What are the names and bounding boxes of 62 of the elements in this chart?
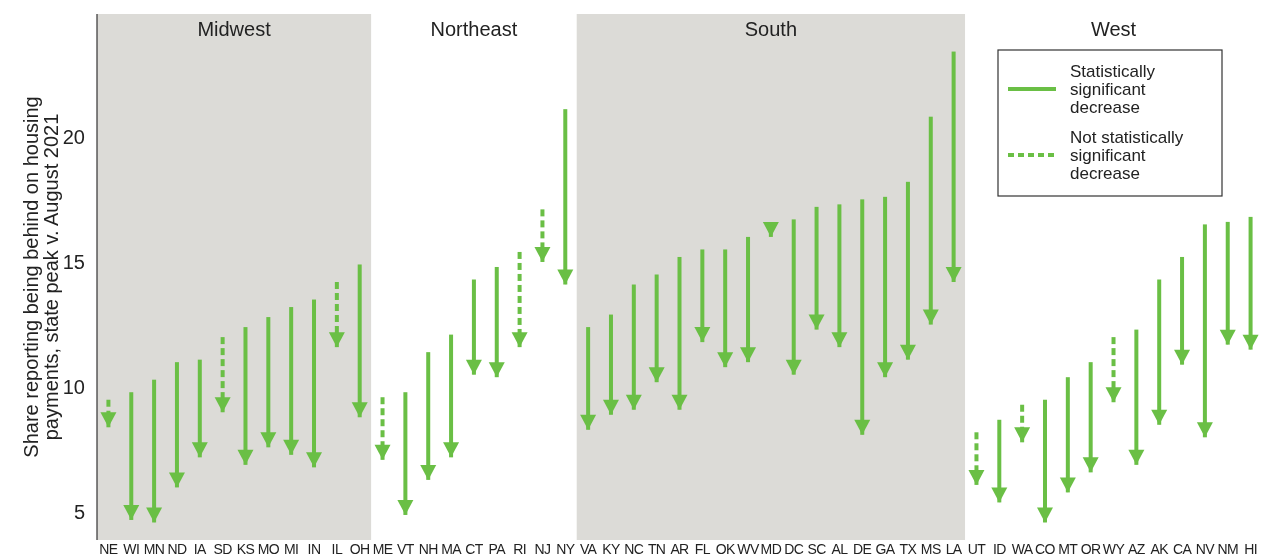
x-tick-label: KS — [236, 541, 255, 556]
x-tick-label: OK — [715, 541, 736, 556]
y-axis-title: Share reporting being behind on housing payments, state peak v. August 2021 — [20, 96, 62, 458]
legend-label: Not statistically significant decrease — [1070, 128, 1184, 183]
y-tick-label: 10 — [62, 376, 85, 399]
y-tick-label: 5 — [73, 501, 85, 524]
legend-label: Statistically significant decrease — [1070, 62, 1156, 117]
x-tick-label: MN — [143, 541, 165, 556]
band-label: South — [744, 18, 798, 40]
x-tick-label: PA — [488, 541, 507, 556]
x-tick-label: WA — [1011, 541, 1034, 556]
x-tick-label: TX — [899, 541, 918, 556]
x-tick-label: AZ — [1128, 541, 1146, 556]
x-tick-label: NM — [1217, 541, 1239, 556]
y-tick-label: 15 — [62, 250, 85, 273]
x-tick-label: CT — [465, 541, 484, 556]
x-tick-label: WI — [123, 541, 140, 556]
y-tick-label: 20 — [62, 125, 85, 148]
x-tick-label: VA — [579, 541, 598, 556]
band-label: Midwest — [197, 18, 272, 40]
x-tick-label: NJ — [534, 541, 551, 556]
x-tick-label: AK — [1150, 541, 1170, 556]
x-tick-label: FL — [694, 541, 711, 556]
x-tick-label: SC — [807, 541, 827, 556]
x-tick-label: NY — [556, 541, 576, 556]
x-tick-label: KY — [602, 541, 621, 556]
x-tick-label: IA — [193, 541, 208, 556]
x-tick-label: ID — [992, 541, 1007, 556]
x-tick-label: OH — [349, 541, 370, 556]
x-tick-label: SD — [213, 541, 233, 556]
x-tick-label: LA — [945, 541, 963, 556]
x-tick-label: ND — [167, 541, 187, 556]
x-tick-label: IN — [307, 541, 321, 556]
x-tick-label: IL — [331, 541, 343, 556]
x-tick-label: DC — [784, 541, 804, 556]
x-tick-label: NV — [1195, 541, 1216, 556]
x-tick-label: MO — [257, 541, 280, 556]
x-tick-label: VT — [397, 541, 415, 556]
x-tick-label: AL — [831, 541, 849, 556]
x-tick-label: MS — [920, 541, 941, 556]
x-tick-label: NE — [99, 541, 118, 556]
x-tick-label: UT — [967, 541, 987, 556]
x-tick-label: ME — [372, 541, 393, 556]
annotation: West — [1090, 18, 1137, 40]
x-tick-label: OR — [1080, 541, 1102, 556]
annotation: Northeast — [430, 18, 518, 40]
x-tick-label: CA — [1172, 541, 1193, 556]
x-tick-label: GA — [875, 541, 896, 556]
x-tick-label: MA — [441, 541, 463, 556]
x-tick-label: DE — [853, 541, 872, 556]
x-tick-label: MI — [283, 541, 299, 556]
x-tick-label: MD — [760, 541, 782, 556]
x-tick-label: WV — [737, 541, 760, 556]
x-tick-label: NC — [624, 541, 644, 556]
x-tick-label: CO — [1035, 541, 1056, 556]
x-tick-label: NH — [418, 541, 438, 556]
x-tick-label: WY — [1102, 541, 1126, 556]
x-tick-label: RI — [513, 541, 526, 556]
x-tick-label: HI — [1244, 541, 1257, 556]
x-tick-label: AR — [670, 541, 690, 556]
x-tick-label: TN — [647, 541, 666, 556]
x-tick-label: MT — [1058, 541, 1079, 556]
